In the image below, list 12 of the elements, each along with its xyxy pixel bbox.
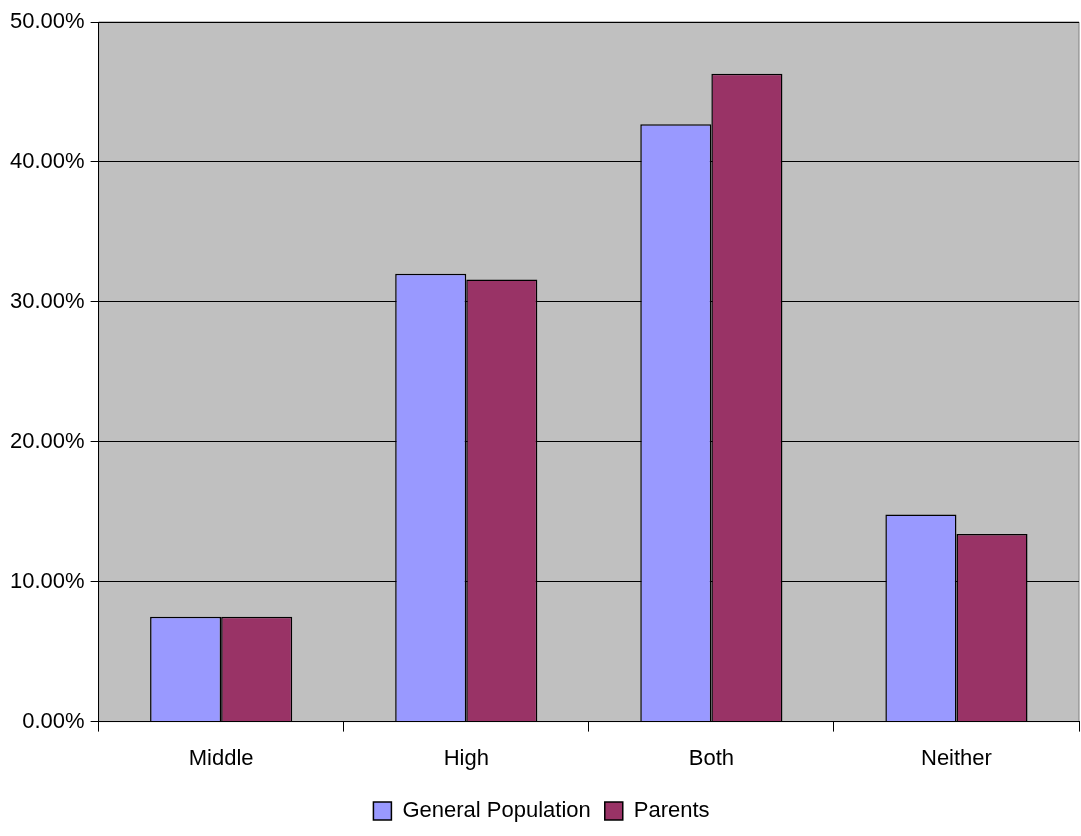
y-tick-label: 0.00%: [22, 707, 85, 733]
legend-label: General Population: [402, 797, 591, 823]
y-tick-label: 10.00%: [9, 567, 85, 593]
y-tick-label: 40.00%: [9, 147, 85, 173]
y-tick-label: 50.00%: [9, 8, 85, 34]
y-tick-label: 30.00%: [9, 287, 85, 313]
x-tick-label: High: [443, 744, 489, 770]
y-tick-label: 20.00%: [9, 427, 85, 453]
legend-label: Parents: [633, 797, 710, 823]
x-tick-label: Both: [688, 744, 734, 770]
x-tick-label: Neither: [920, 744, 992, 770]
x-tick-label: Middle: [188, 744, 254, 770]
